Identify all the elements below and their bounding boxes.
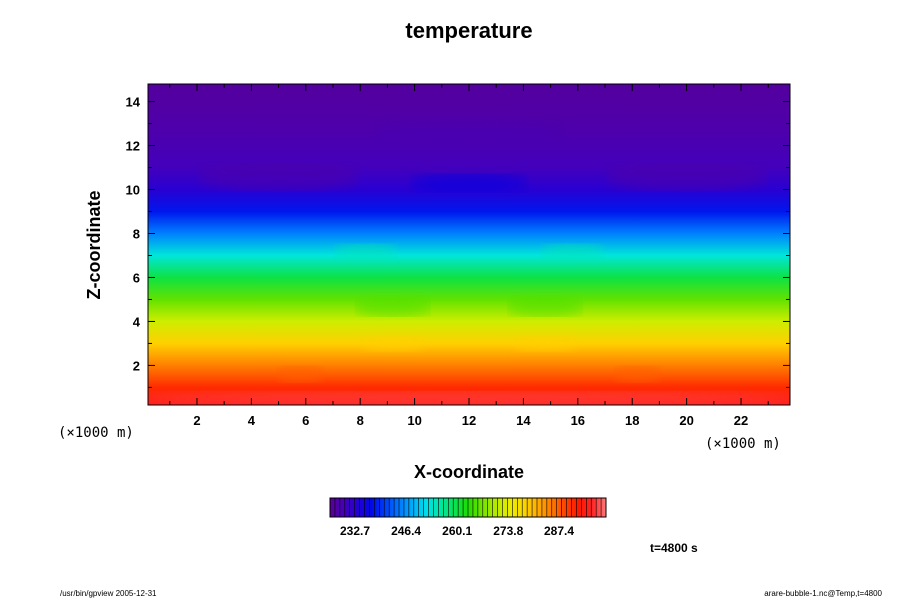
field-feature <box>613 365 662 383</box>
colorbar-level-lines <box>334 498 602 517</box>
y-axis-label: Z-coordinate <box>84 190 104 299</box>
colorbar-tick-label: 287.4 <box>544 524 574 538</box>
field-feature <box>333 243 398 258</box>
x-unit-left: (×1000 m) <box>58 425 134 441</box>
x-tick-label: 8 <box>357 413 364 428</box>
x-tick-label: 2 <box>193 413 200 428</box>
x-axis-label: X-coordinate <box>414 462 524 482</box>
chart-title: temperature <box>405 18 532 43</box>
x-ticks: 2 4 6 8 10 12 14 16 18 20 22 <box>169 84 769 428</box>
colorbar: 232.7 246.4 260.1 273.8 287.4 <box>329 497 607 538</box>
field-feature <box>143 391 796 406</box>
colorbar-tick-label: 246.4 <box>391 524 421 538</box>
x-tick-label: 20 <box>679 413 693 428</box>
colorbar-frame <box>329 497 607 518</box>
y-ticks: 2 4 6 8 10 12 14 <box>126 95 790 388</box>
field-features <box>143 119 796 406</box>
x-tick-label: 6 <box>302 413 309 428</box>
field-feature <box>540 243 605 258</box>
colorbar-tick-label: 260.1 <box>442 524 472 538</box>
x-tick-label: 10 <box>407 413 421 428</box>
field-feature <box>197 161 360 192</box>
field-feature <box>374 119 564 145</box>
y-tick-label: 2 <box>133 358 140 373</box>
y-tick-label: 14 <box>126 95 141 110</box>
colorbar-ticks: 232.7 246.4 260.1 273.8 287.4 <box>340 524 574 538</box>
field-feature <box>360 335 425 353</box>
x-unit-right: (×1000 m) <box>705 436 781 452</box>
footer-left: /usr/bin/gpview 2005-12-31 <box>60 589 157 598</box>
x-tick-label: 18 <box>625 413 639 428</box>
x-tick-label: 22 <box>734 413 748 428</box>
y-tick-label: 4 <box>133 314 141 329</box>
field-feature <box>276 365 325 383</box>
field-feature <box>507 295 583 317</box>
time-label: t=4800 s <box>650 541 698 555</box>
footer-right: arare-bubble-1.nc@Temp,t=4800 <box>764 589 882 598</box>
y-tick-label: 10 <box>126 183 140 198</box>
field-feature <box>355 295 431 317</box>
x-tick-label: 4 <box>248 413 256 428</box>
x-tick-label: 14 <box>516 413 531 428</box>
x-tick-label: 16 <box>571 413 585 428</box>
colorbar-tick-label: 273.8 <box>493 524 523 538</box>
field-feature <box>513 335 578 353</box>
field-feature <box>605 161 768 192</box>
y-tick-label: 12 <box>126 139 140 154</box>
x-tick-label: 12 <box>462 413 476 428</box>
field-feature <box>409 173 529 193</box>
colorbar-tick-label: 232.7 <box>340 524 370 538</box>
y-tick-label: 8 <box>133 227 140 242</box>
y-tick-label: 6 <box>133 270 140 285</box>
